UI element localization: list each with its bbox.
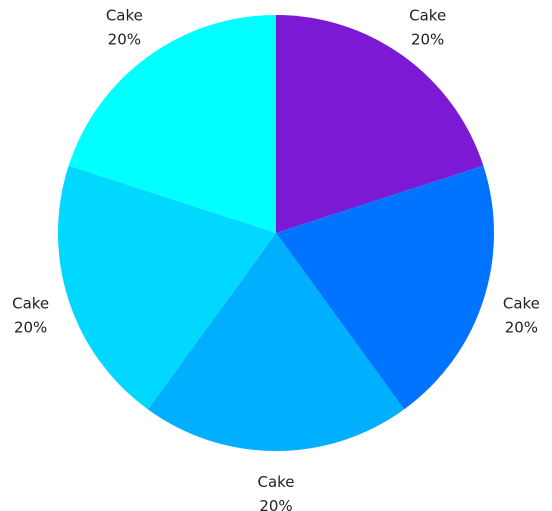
slice-category: Cake	[257, 473, 294, 491]
slice-category: Cake	[12, 295, 49, 313]
slice-label-1: Cake 20%	[409, 6, 446, 48]
slice-label-5: Cake 20%	[106, 6, 143, 48]
slice-percent: 20%	[259, 497, 292, 511]
pie-slice-3	[147, 233, 405, 451]
pie-slice-4	[57, 165, 277, 410]
slice-percent: 20%	[505, 319, 538, 337]
pie-slices	[57, 15, 494, 451]
slice-percent: 20%	[411, 30, 444, 48]
slice-category: Cake	[106, 6, 143, 24]
pie-labels: Cake 20% Cake 20% Cake 20% Cake 20% Cake 20%	[12, 6, 540, 511]
slice-category: Cake	[503, 295, 540, 313]
slice-label-2: Cake 20%	[503, 295, 540, 337]
slice-label-4: Cake 20%	[12, 295, 49, 337]
slice-category: Cake	[409, 6, 446, 24]
slice-percent: 20%	[108, 30, 141, 48]
slice-label-3: Cake 20%	[257, 473, 294, 511]
pie-slice-1	[276, 15, 484, 233]
pie-slice-5	[68, 15, 276, 233]
pie-slice-2	[276, 165, 494, 410]
slice-percent: 20%	[14, 319, 47, 337]
